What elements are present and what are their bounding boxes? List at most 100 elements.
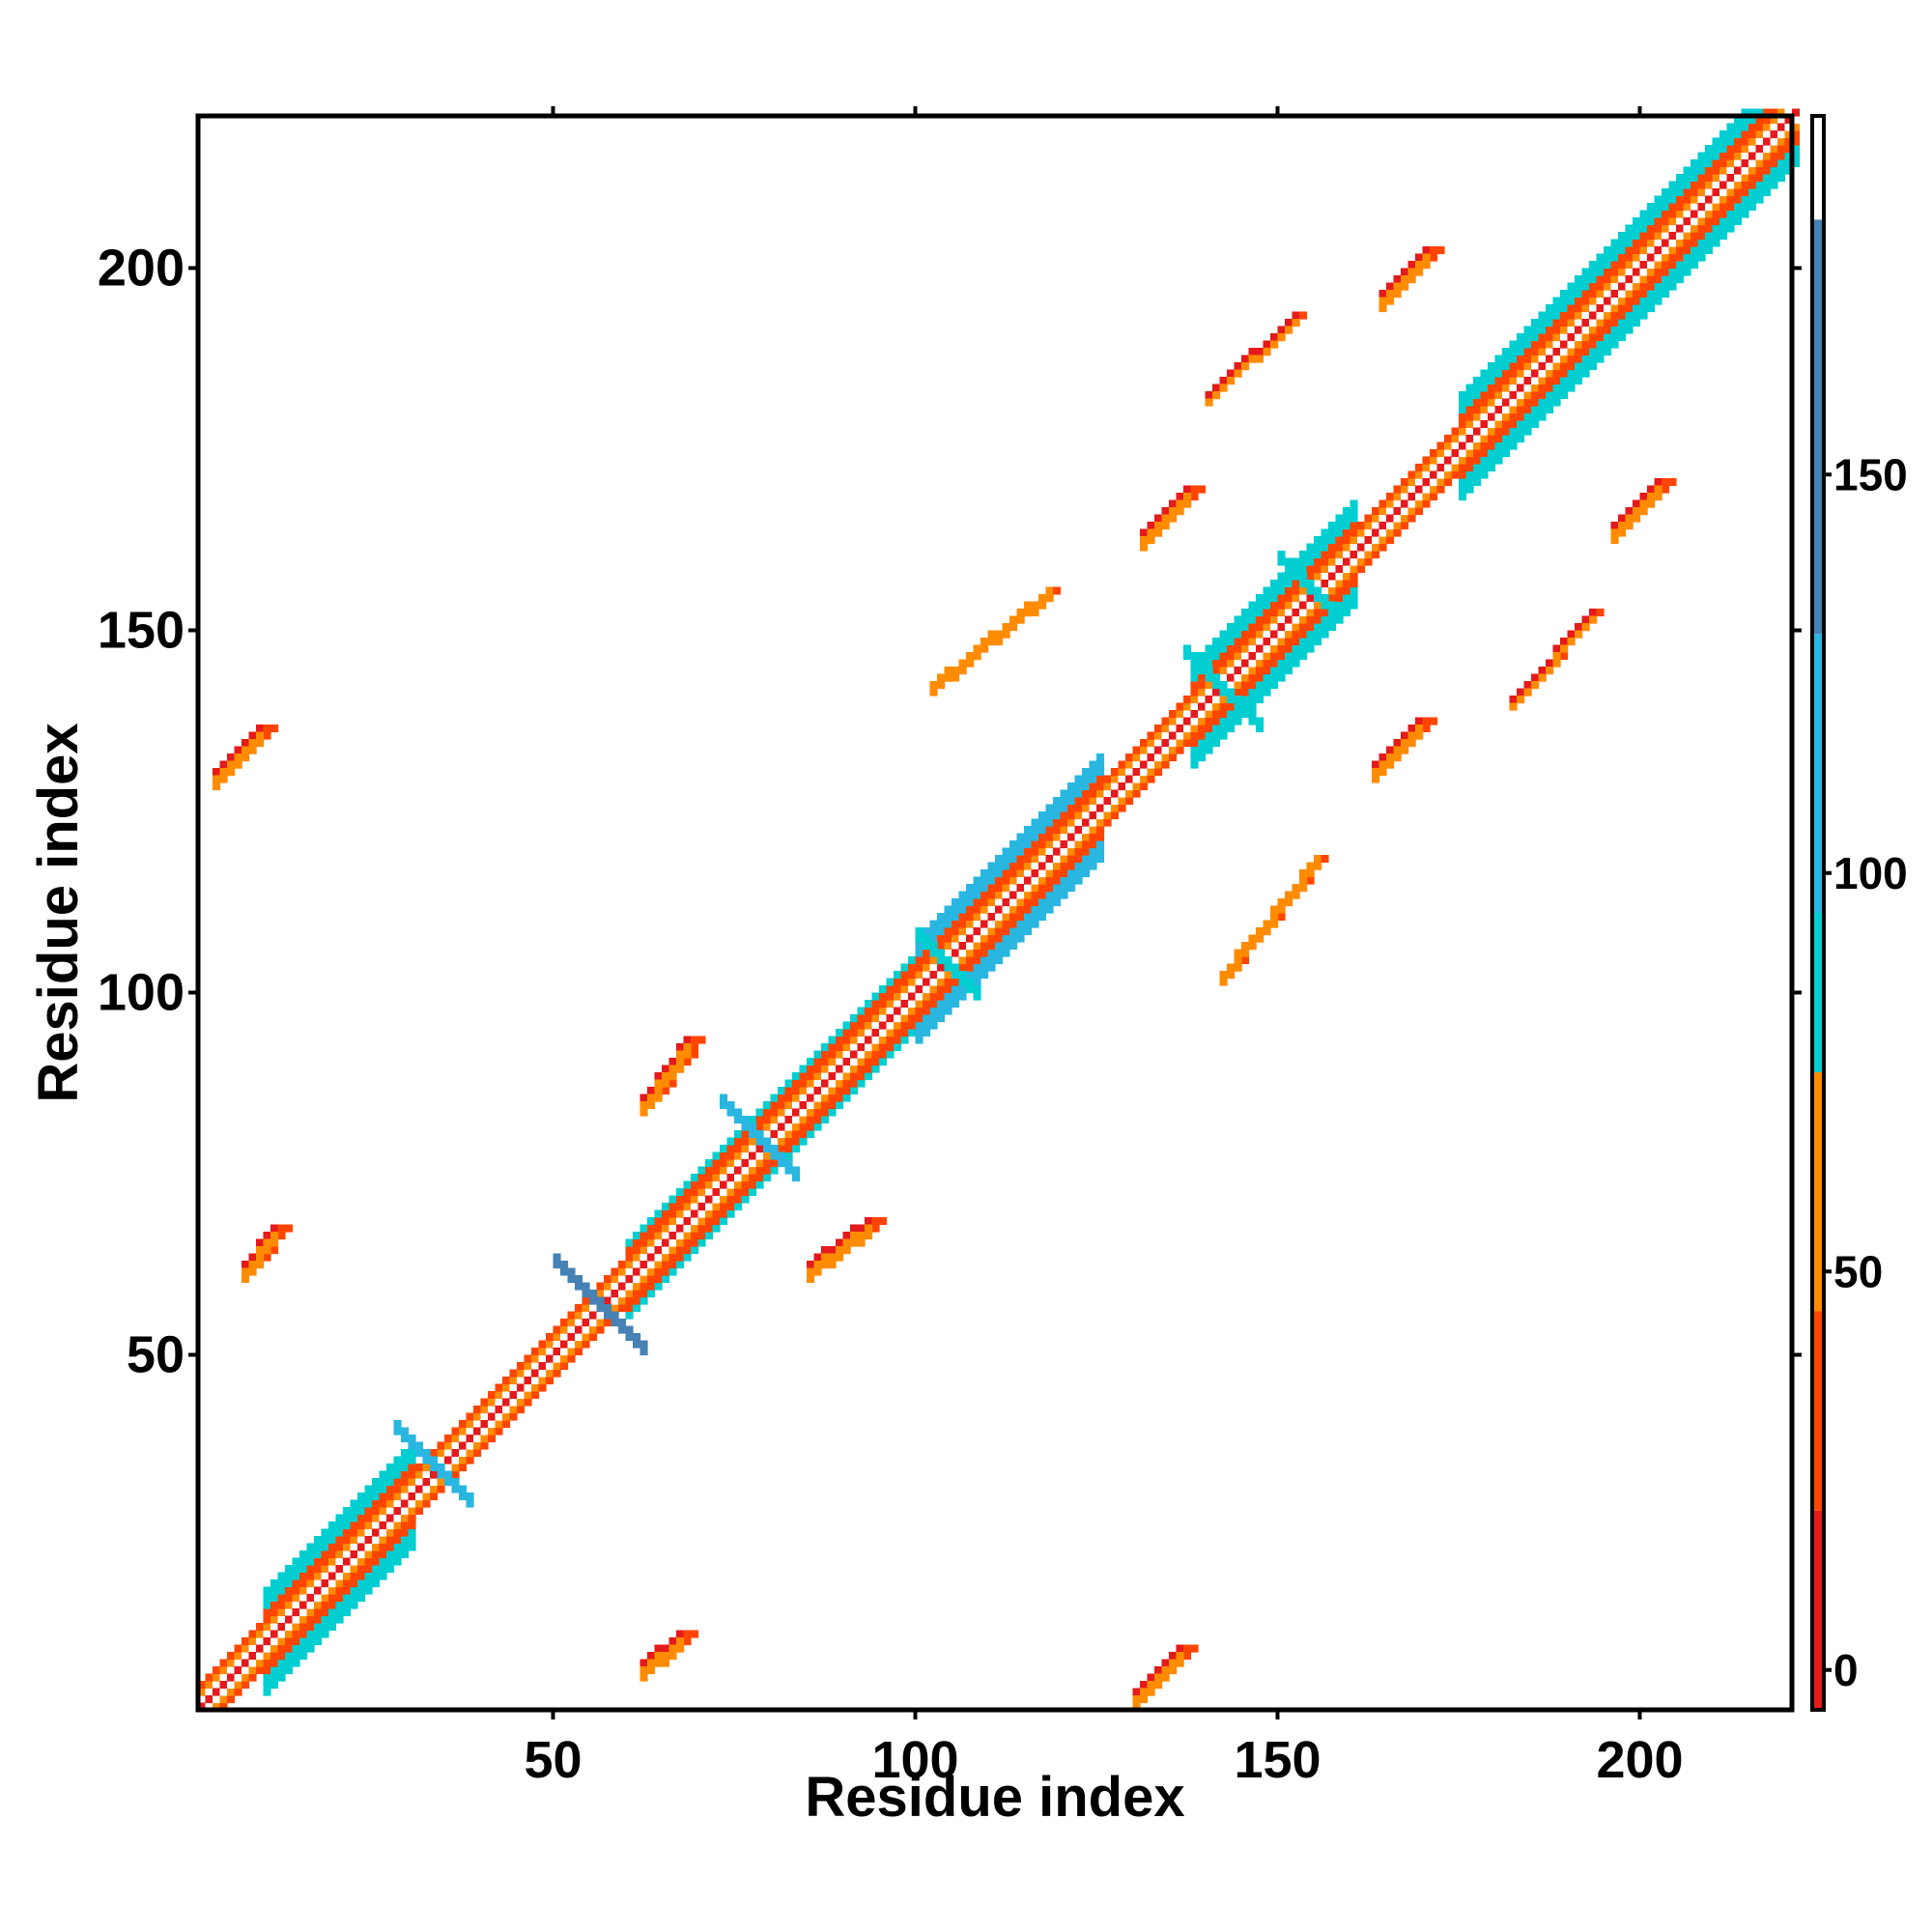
- heatmap-cell-2072: [1473, 470, 1482, 479]
- heatmap-cell-2022: [1444, 464, 1453, 472]
- heatmap-cell-694: [654, 1238, 663, 1247]
- heatmap-cell-1938: [1357, 551, 1366, 559]
- heatmap-cell-3101: [857, 1232, 866, 1240]
- heatmap-cell-1295: [1009, 913, 1018, 922]
- heatmap-cell-855: [763, 1166, 772, 1175]
- heatmap-cell-266: [343, 1536, 352, 1545]
- heatmap-cell-670: [639, 1275, 648, 1284]
- heatmap-cell-2104: [1488, 441, 1496, 450]
- heatmap-cell-2439: [1647, 239, 1656, 247]
- heatmap-cell-1420: [1067, 811, 1076, 820]
- heatmap-cell-844: [755, 1174, 764, 1182]
- heatmap-cell-1740: [1263, 644, 1271, 653]
- heatmap-cell-1525: [1132, 753, 1141, 762]
- heatmap-cell-509: [509, 1377, 518, 1385]
- heatmap-cell-2175: [1517, 384, 1525, 392]
- heatmap-cell-2607: [1726, 137, 1735, 146]
- heatmap-cell-3339: [1038, 594, 1047, 603]
- heatmap-cell-3131: [1161, 514, 1170, 523]
- heatmap-cell-2073: [1473, 464, 1482, 472]
- heatmap-cell-1829: [1306, 609, 1315, 617]
- heatmap-cell-2548: [1697, 159, 1706, 168]
- heatmap-cell-983: [842, 1029, 851, 1037]
- heatmap-cell-2151: [1509, 406, 1518, 414]
- heatmap-cell-2150: [1509, 412, 1518, 421]
- heatmap-cell-3281: [929, 688, 938, 696]
- heatmap-cell-2883: [639, 1659, 648, 1667]
- heatmap-cell-2915: [676, 1637, 685, 1646]
- heatmap-cell-731: [676, 1188, 685, 1197]
- heatmap-cell-2455: [1654, 224, 1662, 233]
- heatmap-cell-373: [393, 1470, 402, 1479]
- heatmap-cell-1059: [894, 985, 902, 994]
- heatmap-cell-290: [357, 1572, 366, 1580]
- heatmap-cell-2434: [1647, 282, 1656, 291]
- heatmap-cell-982: [842, 1036, 851, 1044]
- heatmap-cell-1366: [1045, 905, 1054, 914]
- heatmap-cell-498: [502, 1420, 511, 1429]
- heatmap-cell-3349: [1219, 978, 1228, 986]
- heatmap-cell-3449: [1263, 348, 1271, 356]
- heatmap-cell-2240: [1552, 369, 1561, 378]
- heatmap-cell-689: [654, 1282, 663, 1291]
- heatmap-cell-2725: [415, 1441, 424, 1450]
- heatmap-cell-1673: [1227, 673, 1236, 682]
- heatmap-cell-99: [263, 1630, 271, 1638]
- heatmap-cell-1560: [1169, 717, 1178, 725]
- heatmap-cell-679: [647, 1282, 656, 1291]
- heatmap-cell-2595: [1719, 181, 1728, 189]
- heatmap-cell-2287: [1575, 333, 1583, 342]
- heatmap-cell-946: [821, 1087, 830, 1095]
- heatmap-cell-207: [314, 1557, 323, 1566]
- heatmap-cell-2587: [1719, 188, 1728, 197]
- heatmap-cell-2047: [1459, 449, 1467, 458]
- heatmap-cell-3479: [1531, 673, 1540, 682]
- heatmap-cell-688: [647, 1253, 656, 1262]
- heatmap-cell-1609: [1198, 673, 1207, 682]
- heatmap-cell-2064: [1465, 420, 1474, 429]
- heatmap-cell-1357: [1038, 869, 1047, 878]
- heatmap-cell-534: [538, 1377, 547, 1385]
- heatmap-cell-2540: [1697, 224, 1706, 233]
- heatmap-cell-1725: [1256, 652, 1264, 661]
- heatmap-cell-1957: [1378, 543, 1387, 552]
- heatmap-cell-1289: [1002, 847, 1010, 856]
- heatmap-cell-1710: [1248, 659, 1257, 668]
- heatmap-cell-2309: [1581, 268, 1590, 276]
- heatmap-cell-428: [430, 1492, 439, 1501]
- heatmap-cell-3121: [1147, 536, 1155, 545]
- heatmap-cell-2305: [1581, 297, 1590, 305]
- heatmap-cell-1735: [1263, 681, 1271, 690]
- heatmap-cell-298: [357, 1507, 366, 1516]
- heatmap-cell-2362: [1610, 297, 1619, 305]
- heatmap-cell-261: [343, 1579, 352, 1588]
- heatmap-cell-2758: [618, 1325, 627, 1334]
- heatmap-cell-979: [842, 1065, 851, 1073]
- heatmap-cell-2873: [263, 1238, 271, 1247]
- heatmap-cell-269: [343, 1514, 352, 1522]
- heatmap-cell-1133: [929, 963, 938, 972]
- heatmap-cell-2701: [1784, 166, 1793, 175]
- heatmap-cell-2235: [1546, 355, 1554, 363]
- heatmap-cell-1389: [1053, 833, 1062, 841]
- heatmap-cell-1333: [1024, 833, 1033, 841]
- heatmap-cell-1604: [1198, 717, 1207, 725]
- heatmap-cell-279: [350, 1543, 358, 1551]
- heatmap-cell-2370: [1610, 290, 1619, 298]
- heatmap-cell-2487: [1668, 195, 1677, 204]
- heatmap-cell-2664: [1755, 123, 1764, 131]
- heatmap-cell-1602: [1198, 731, 1207, 740]
- heatmap-cell-2353: [1604, 253, 1612, 262]
- heatmap-cell-3415: [1205, 391, 1213, 400]
- heatmap-cell-1096: [915, 1036, 923, 1044]
- heatmap-cell-1533: [1140, 739, 1149, 748]
- heatmap-cell-481: [480, 1406, 489, 1414]
- heatmap-cell-3139: [1169, 514, 1178, 523]
- heatmap-cell-3011: [647, 1094, 656, 1102]
- heatmap-cell-1924: [1350, 522, 1358, 530]
- heatmap-cell-2781: [770, 1145, 779, 1153]
- heatmap-cell-2161: [1517, 435, 1525, 443]
- heatmap-cell-2273: [1567, 326, 1576, 334]
- heatmap-cell-2652: [1748, 116, 1757, 125]
- heatmap-cell-901: [792, 1122, 801, 1131]
